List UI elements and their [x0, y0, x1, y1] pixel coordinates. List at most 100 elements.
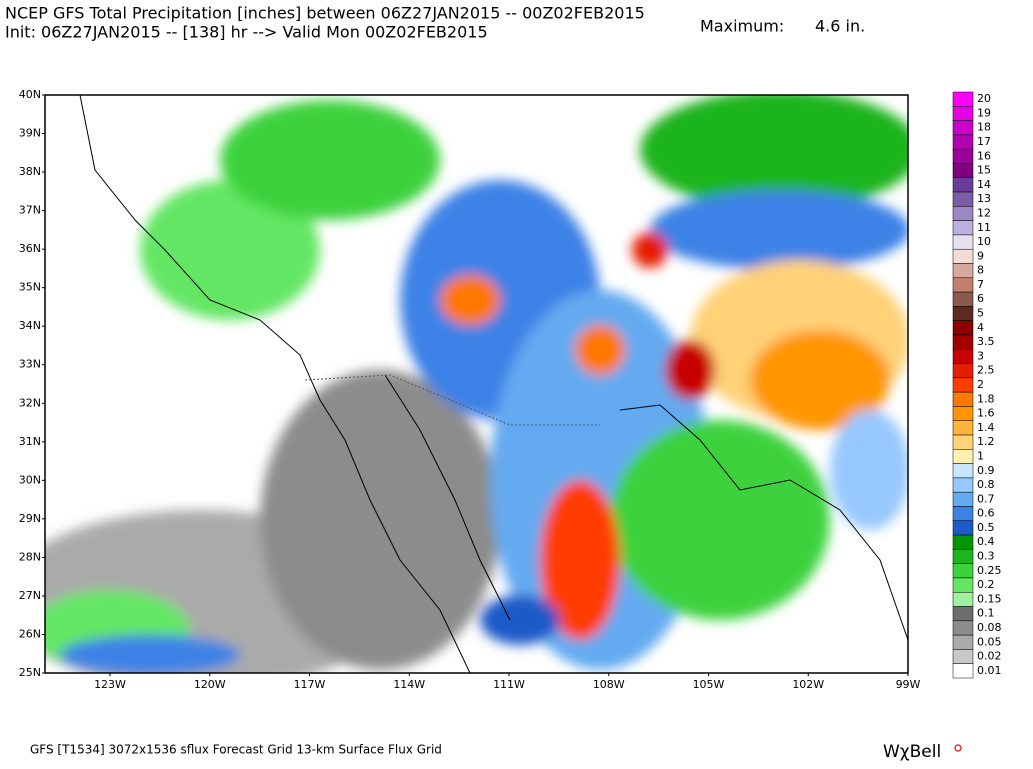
colorbar-label: 0.25 [977, 564, 1002, 577]
colorbar-label: 6 [977, 292, 984, 305]
colorbar-label: 13 [977, 192, 991, 205]
colorbar-label: 0.15 [977, 592, 1002, 605]
colorbar-swatch [952, 549, 974, 564]
colorbar-swatch [952, 234, 974, 250]
title: NCEP GFS Total Precipitation [inches] be… [5, 4, 645, 23]
logo: WχBell [883, 742, 941, 762]
colorbar-label: 0.5 [977, 521, 995, 534]
colorbar-swatch [952, 91, 974, 107]
colorbar-label: 0.2 [977, 578, 995, 591]
colorbar-swatch [952, 191, 974, 207]
colorbar-swatch [952, 134, 974, 150]
lat-label: 28N [19, 550, 41, 563]
lat-label: 37N [19, 204, 41, 217]
lon-label: 123W [94, 678, 126, 691]
colorbar-swatch [952, 606, 974, 622]
colorbar-swatch [952, 163, 974, 179]
colorbar-label: 2 [977, 378, 984, 391]
colorbar-swatch [952, 291, 974, 307]
colorbar-swatch [952, 449, 974, 464]
colorbar-swatch [952, 148, 974, 164]
colorbar-label: 8 [977, 264, 984, 277]
colorbar-swatch [952, 263, 974, 279]
grid-info: GFS [T1534] 3072x1536 sflux Forecast Gri… [30, 743, 442, 757]
lat-label: 29N [19, 512, 41, 525]
lat-label: 35N [19, 281, 41, 294]
precip-field [45, 95, 908, 673]
colorbar-label: 0.7 [977, 492, 995, 505]
colorbar-swatch [952, 463, 974, 479]
colorbar-swatch [952, 506, 974, 522]
colorbar-label: 0.01 [977, 664, 1002, 677]
colorbar-swatch [952, 377, 974, 393]
colorbar-label: 0.8 [977, 478, 995, 491]
lon-label: 111W [493, 678, 525, 691]
colorbar-label: 0.1 [977, 607, 995, 620]
colorbar-label: 0.9 [977, 464, 995, 477]
lon-label: 102W [792, 678, 824, 691]
colorbar-label: 1.8 [977, 392, 995, 405]
colorbar-label: 1.2 [977, 435, 995, 448]
colorbar-label: 7 [977, 278, 984, 291]
colorbar-swatch [952, 277, 974, 293]
maximum-value: 4.6 in. [815, 17, 865, 36]
colorbar-swatch [952, 520, 974, 536]
colorbar-label: 1 [977, 449, 984, 462]
colorbar-swatch [952, 491, 974, 507]
maximum-label: Maximum: [700, 17, 784, 36]
colorbar-label: 2.5 [977, 364, 995, 377]
colorbar-swatch [952, 477, 974, 493]
lon-label: 99W [896, 678, 921, 691]
subtitle: Init: 06Z27JAN2015 -- [138] hr --> Valid… [5, 23, 488, 42]
colorbar-label: 0.05 [977, 635, 1002, 648]
colorbar-label: 1.4 [977, 421, 995, 434]
lat-label: 32N [19, 396, 41, 409]
colorbar-label: 3.5 [977, 335, 995, 348]
map-frame [44, 94, 909, 674]
colorbar-label: 3 [977, 349, 984, 362]
colorbar-label: 0.6 [977, 507, 995, 520]
colorbar-label: 19 [977, 106, 991, 119]
lat-label: 27N [19, 589, 41, 602]
lat-label: 36N [19, 242, 41, 255]
lon-label: 117W [294, 678, 326, 691]
colorbar-swatch [952, 363, 974, 379]
lat-label: 25N [19, 666, 41, 679]
colorbar-swatch [952, 349, 974, 364]
colorbar-label: 18 [977, 121, 991, 134]
colorbar-swatch [952, 177, 974, 193]
lat-label: 34N [19, 319, 41, 332]
logo-dot [954, 744, 962, 752]
colorbar-label: 5 [977, 307, 984, 320]
lat-label: 30N [19, 473, 41, 486]
colorbar-label: 0.02 [977, 650, 1002, 663]
colorbar-label: 11 [977, 221, 991, 234]
colorbar-swatch [952, 306, 974, 321]
colorbar-label: 10 [977, 235, 991, 248]
colorbar-label: 20 [977, 92, 991, 105]
colorbar-swatch [952, 634, 974, 650]
colorbar-label: 0.4 [977, 535, 995, 548]
colorbar-swatch [952, 534, 974, 550]
colorbar-swatch [952, 334, 974, 350]
colorbar-swatch [952, 649, 974, 664]
colorbar-swatch [952, 220, 974, 236]
lat-label: 38N [19, 165, 41, 178]
lon-label: 108W [593, 678, 625, 691]
colorbar-swatch [952, 120, 974, 136]
colorbar-swatch [952, 577, 974, 593]
lon-label: 120W [194, 678, 226, 691]
colorbar-label: 16 [977, 149, 991, 162]
colorbar-label: 0.3 [977, 550, 995, 563]
colorbar-swatch [952, 663, 974, 679]
colorbar-label: 1.6 [977, 407, 995, 420]
colorbar-label: 15 [977, 164, 991, 177]
colorbar-label: 14 [977, 178, 991, 191]
colorbar-swatch [952, 206, 974, 221]
colorbar-swatch [952, 591, 974, 607]
lat-label: 26N [19, 627, 41, 640]
lon-label: 105W [693, 678, 725, 691]
colorbar-swatch [952, 620, 974, 636]
lat-label: 33N [19, 358, 41, 371]
